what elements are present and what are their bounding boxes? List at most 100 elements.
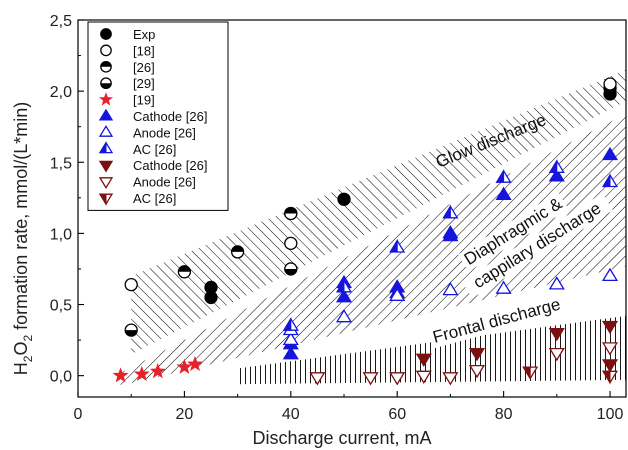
point-anode-26-6-4 — [442, 281, 459, 296]
point-cathode-26-5-8 — [495, 186, 512, 200]
y-tick-label-5: 2,5 — [50, 13, 72, 30]
point-exp-0-2 — [337, 192, 351, 206]
legend-marker-10 — [98, 193, 114, 206]
point-18-1-3 — [603, 77, 617, 91]
band-label-diaphragmic-2-bg — [461, 193, 614, 299]
legend-label-10: AC [26] — [133, 191, 176, 206]
band-label-frontal-bg — [428, 293, 565, 349]
point-ac-26-7-4 — [495, 169, 512, 183]
point-anode-26-6-2 — [335, 309, 353, 323]
legend-label-2: [26] — [133, 60, 155, 75]
points-layer — [112, 77, 619, 386]
point-19-4-4 — [187, 355, 204, 372]
point-cathode-26-5-9 — [548, 168, 565, 182]
point-ac-26-10-1 — [601, 370, 619, 385]
point-18-1-0 — [124, 277, 138, 292]
x-tick-label-100: 100 — [597, 406, 624, 423]
legend-marker-1 — [100, 44, 112, 57]
legend-label-4: [19] — [133, 93, 155, 108]
point-ac-26-7-3 — [442, 204, 459, 219]
ticks-layer: 0 20 40 60 80 100 0,0 0,5 1,0 1,5 2,0 2,5 — [50, 13, 624, 423]
band-label-diaphragmic-1-bg — [458, 192, 569, 272]
point-cathode-26-8-0 — [415, 353, 432, 367]
point-ac-26-7-0 — [282, 317, 299, 331]
point-29-3-1 — [284, 262, 298, 276]
legend-label-5: Cathode [26] — [133, 109, 207, 124]
legend-marker-5 — [98, 108, 114, 121]
x-tick-label-40: 40 — [282, 406, 300, 423]
point-anode-26-9-2 — [389, 372, 406, 386]
legend-label-8: Cathode [26] — [133, 158, 207, 173]
point-29-3-0 — [124, 323, 138, 337]
legend-marker-8 — [98, 160, 114, 173]
point-cathode-26-8-3 — [601, 320, 619, 335]
point-anode-26-9-5 — [468, 364, 486, 379]
y-tick-label-0: 0,0 — [50, 369, 72, 386]
point-19-4-1 — [133, 365, 150, 381]
x-tick-label-60: 60 — [388, 406, 406, 423]
legend-label-1: [18] — [133, 43, 155, 58]
point-anode-26-6-6 — [548, 276, 565, 290]
point-anode-26-9-0 — [309, 372, 326, 386]
point-anode-26-9-1 — [362, 372, 379, 386]
legend-label-0: Exp — [133, 27, 155, 42]
point-cathode-26-8-2 — [548, 327, 565, 342]
point-ac-26-7-6 — [601, 173, 619, 188]
point-26-2-0 — [177, 265, 192, 279]
legend-marker-7 — [98, 140, 114, 154]
y-tick-label-2: 1,0 — [50, 226, 72, 243]
legend-marker-9 — [98, 177, 114, 189]
point-19-4-3 — [176, 358, 193, 374]
point-ac-26-7-1 — [335, 278, 353, 293]
point-18-1-2 — [284, 236, 298, 251]
legend-label-9: Anode [26] — [133, 175, 196, 190]
x-axis-title: Discharge current, mA — [252, 428, 431, 448]
point-cathode-26-5-0 — [282, 346, 299, 360]
point-cathode-26-5-2 — [335, 289, 353, 303]
point-anode-26-6-7 — [601, 267, 619, 282]
legend-marker-2 — [100, 60, 112, 73]
point-cathode-26-8-4 — [601, 359, 619, 373]
x-tick-label-0: 0 — [74, 406, 83, 423]
point-anode-26-9-6 — [548, 347, 565, 362]
y-axis-title-h: H — [11, 362, 31, 375]
point-exp-0-1 — [204, 280, 218, 295]
legend-marker-6 — [98, 125, 114, 137]
point-ac-26-10-0 — [522, 366, 539, 381]
y-axis-title-sub-1: 2 — [21, 355, 35, 362]
y-axis-title-o: O — [11, 342, 31, 356]
y-tick-label-1: 0,5 — [50, 298, 72, 315]
point-19-4-2 — [149, 363, 166, 379]
point-anode-26-6-0 — [282, 331, 299, 346]
point-anode-26-6-3 — [389, 287, 406, 301]
point-26-2-2 — [284, 206, 298, 221]
legend-label-3: [29] — [133, 76, 155, 91]
band-1 — [131, 69, 626, 355]
y-axis-title: H2O2 formation rate, mmol/(L*min) — [11, 102, 35, 375]
legend-marker-4 — [98, 92, 114, 106]
legend: Exp[18][26][29][19]Cathode [26]Anode [26… — [87, 21, 229, 211]
point-cathode-26-5-10 — [601, 146, 619, 161]
point-anode-26-9-3 — [415, 370, 432, 384]
point-ac-26-7-2 — [389, 238, 406, 253]
plot-frame — [77, 19, 627, 398]
point-ac-26-7-5 — [548, 159, 565, 173]
legend-label-6: Anode [26] — [133, 125, 196, 140]
point-26-2-1 — [230, 245, 245, 259]
x-tick-label-80: 80 — [495, 406, 513, 423]
point-19-4-0 — [112, 367, 129, 383]
y-axis-title-sub-2: 2 — [21, 335, 35, 342]
legend-marker-3 — [100, 77, 112, 90]
point-anode-26-9-4 — [442, 372, 459, 386]
y-tick-label-3: 1,5 — [50, 155, 72, 172]
legend-marker-0 — [100, 28, 112, 40]
point-anode-26-6-5 — [495, 280, 512, 294]
point-cathode-26-5-7 — [442, 225, 459, 239]
x-tick-label-20: 20 — [176, 406, 194, 423]
legend-label-7: AC [26] — [133, 142, 176, 157]
point-cathode-26-8-1 — [468, 347, 486, 362]
y-tick-label-4: 2,0 — [50, 84, 72, 101]
y-axis-title-rest: formation rate, mmol/(L*min) — [11, 102, 31, 335]
point-anode-26-9-7 — [601, 342, 619, 356]
